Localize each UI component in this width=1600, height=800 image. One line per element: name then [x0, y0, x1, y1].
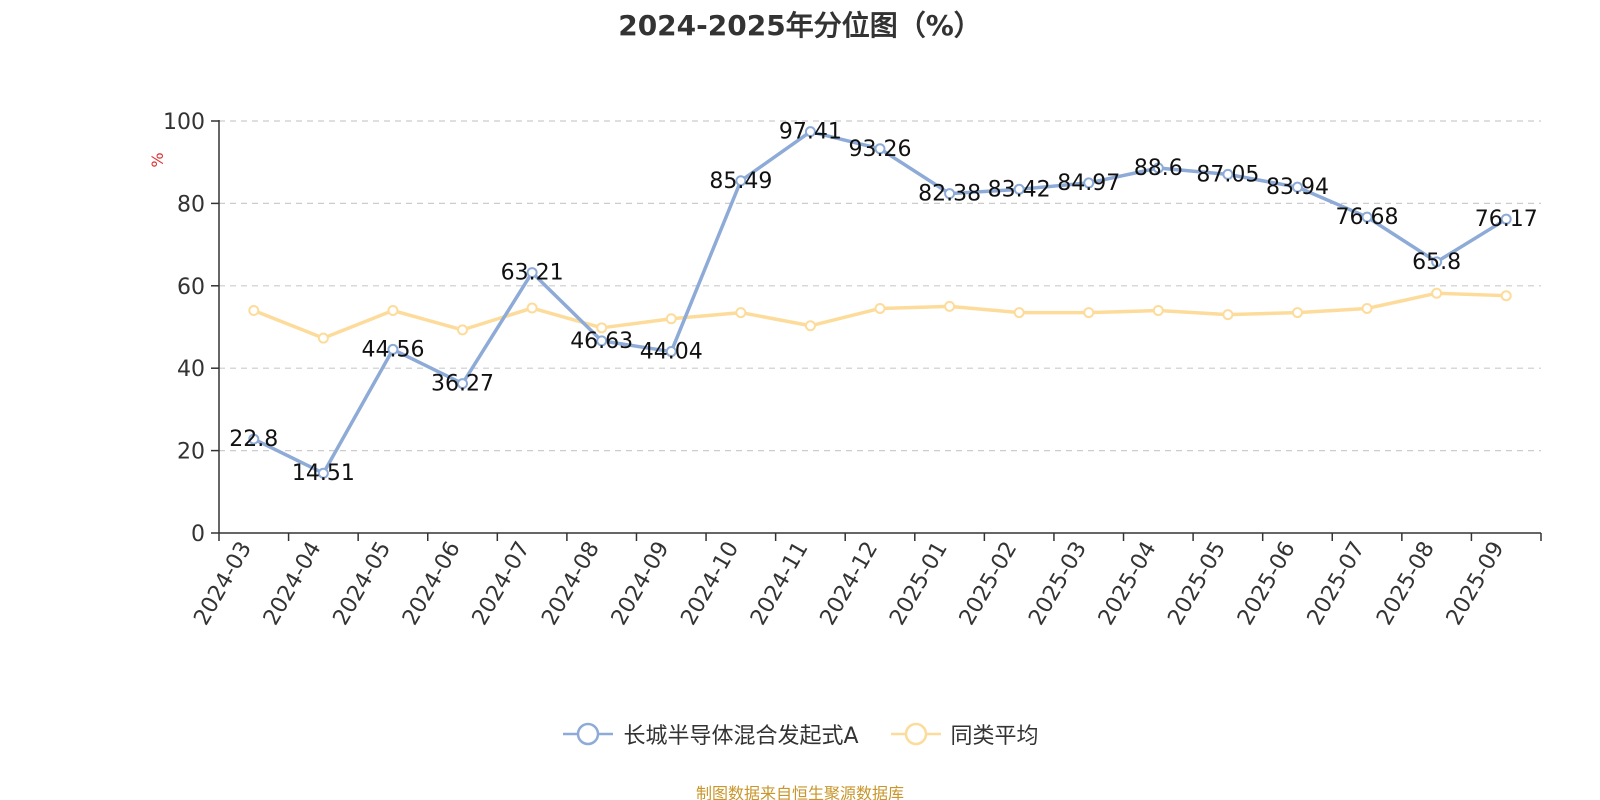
data-label: 88.6 [1134, 156, 1183, 181]
data-label: 84.97 [1057, 171, 1120, 196]
data-label: 44.04 [640, 340, 703, 365]
series-point-0 [735, 175, 747, 187]
series-point-1 [248, 305, 260, 317]
x-tick-label: 2025-02 [955, 538, 1023, 630]
data-source-footer: 制图数据来自恒生聚源数据库 [695, 784, 904, 800]
data-label: 44.56 [361, 337, 424, 362]
data-label: 65.8 [1412, 250, 1461, 275]
legend-label-average: 同类平均 [950, 724, 1039, 749]
series-layer [248, 126, 1512, 479]
legend-label-fund: 长城半导体混合发起式A [623, 724, 859, 749]
series-point-0 [1222, 168, 1234, 180]
series-point-0 [248, 433, 260, 445]
x-tick-label: 2025-07 [1303, 538, 1371, 630]
series-point-1 [387, 305, 399, 317]
x-tick-label: 2025-01 [885, 537, 953, 629]
data-label: 22.8 [229, 427, 278, 452]
series-point-0 [665, 346, 677, 358]
chart-title: 2024-2025年分位图（%） [618, 9, 982, 42]
data-label: 93.26 [849, 137, 912, 162]
y-tick-label: 20 [177, 440, 205, 465]
series-point-1 [1291, 307, 1303, 319]
legend: 长城半导体混合发起式A 同类平均 [0, 718, 1600, 750]
x-tick-label: 2025-03 [1024, 538, 1092, 630]
x-tick-label: 2025-09 [1442, 538, 1510, 630]
x-tick-label: 2025-05 [1163, 538, 1231, 630]
series-point-1 [1431, 287, 1443, 299]
data-label: 63.21 [501, 261, 564, 286]
data-label: 46.63 [570, 329, 633, 354]
legend-line-circle-icon [563, 722, 614, 746]
series-point-1 [1500, 290, 1512, 302]
series-point-0 [1431, 256, 1443, 268]
data-label: 76.68 [1336, 205, 1399, 230]
series-point-1 [1222, 309, 1234, 321]
x-tick-label: 2024-07 [468, 538, 536, 630]
data-label: 82.38 [918, 182, 981, 207]
series-point-1 [1361, 302, 1373, 314]
data-label: 36.27 [431, 372, 494, 397]
series-point-1 [526, 302, 538, 314]
series-point-1 [596, 322, 608, 334]
series-point-1 [665, 313, 677, 325]
series-point-1 [804, 320, 816, 332]
series-point-0 [596, 335, 608, 347]
series-point-0 [1083, 177, 1095, 189]
series-point-1 [874, 302, 886, 314]
grid-layer [219, 120, 1541, 452]
series-line-1 [253, 291, 1507, 340]
data-label: 85.49 [709, 169, 772, 194]
legend-item-fund[interactable]: 长城半导体混合发起式A [561, 718, 859, 750]
data-label: 97.41 [779, 120, 842, 145]
series-point-0 [317, 467, 329, 479]
series-point-0 [526, 267, 538, 279]
x-tick-label: 2024-04 [259, 538, 327, 630]
legend-line-circle-icon [890, 722, 941, 746]
series-point-0 [1500, 213, 1512, 225]
x-tick-label: 2024-10 [676, 538, 744, 630]
data-label: 83.42 [988, 177, 1051, 202]
x-tick-label: 2024-03 [189, 538, 257, 630]
series-point-1 [1083, 307, 1095, 319]
x-tick-label: 2025-08 [1372, 538, 1440, 630]
x-tick-label: 2024-05 [329, 538, 397, 630]
series-point-1 [1013, 307, 1025, 319]
series-point-0 [874, 143, 886, 155]
data-label: 87.05 [1196, 162, 1259, 187]
x-tick-label: 2025-06 [1233, 538, 1301, 630]
x-tick-label: 2025-04 [1094, 538, 1162, 630]
data-label: 76.17 [1475, 207, 1538, 232]
y-tick-label: 100 [163, 110, 205, 135]
series-point-0 [1152, 162, 1164, 174]
x-tick-label: 2024-06 [398, 538, 466, 630]
x-tick-label: 2024-11 [746, 538, 814, 630]
legend-item-average[interactable]: 同类平均 [889, 718, 1039, 750]
label-layer: 22.8 14.51 44.56 36.27 63.21 46.63 44.04 85.49 9… [229, 120, 1537, 487]
series-point-1 [317, 332, 329, 344]
data-label: 83.94 [1266, 175, 1329, 200]
series-point-0 [387, 343, 399, 355]
y-axis-label: % [148, 152, 167, 167]
y-tick-label: 80 [177, 192, 205, 217]
series-point-0 [804, 126, 816, 138]
y-tick-label: 40 [177, 357, 205, 382]
x-tick-label: 2024-08 [537, 538, 605, 630]
series-point-1 [735, 307, 747, 319]
data-label: 14.51 [292, 461, 355, 486]
y-tick-label: 60 [177, 275, 205, 300]
series-point-1 [1152, 305, 1164, 317]
series-point-0 [1291, 181, 1303, 193]
series-point-1 [457, 324, 469, 336]
series-point-1 [944, 300, 956, 312]
x-tick-label: 2024-09 [607, 538, 675, 630]
series-point-0 [457, 378, 469, 390]
y-tick-label: 0 [191, 522, 205, 547]
series-point-0 [944, 188, 956, 200]
x-tick-label: 2024-12 [816, 538, 884, 630]
series-point-0 [1013, 183, 1025, 195]
series-point-0 [1361, 211, 1373, 223]
